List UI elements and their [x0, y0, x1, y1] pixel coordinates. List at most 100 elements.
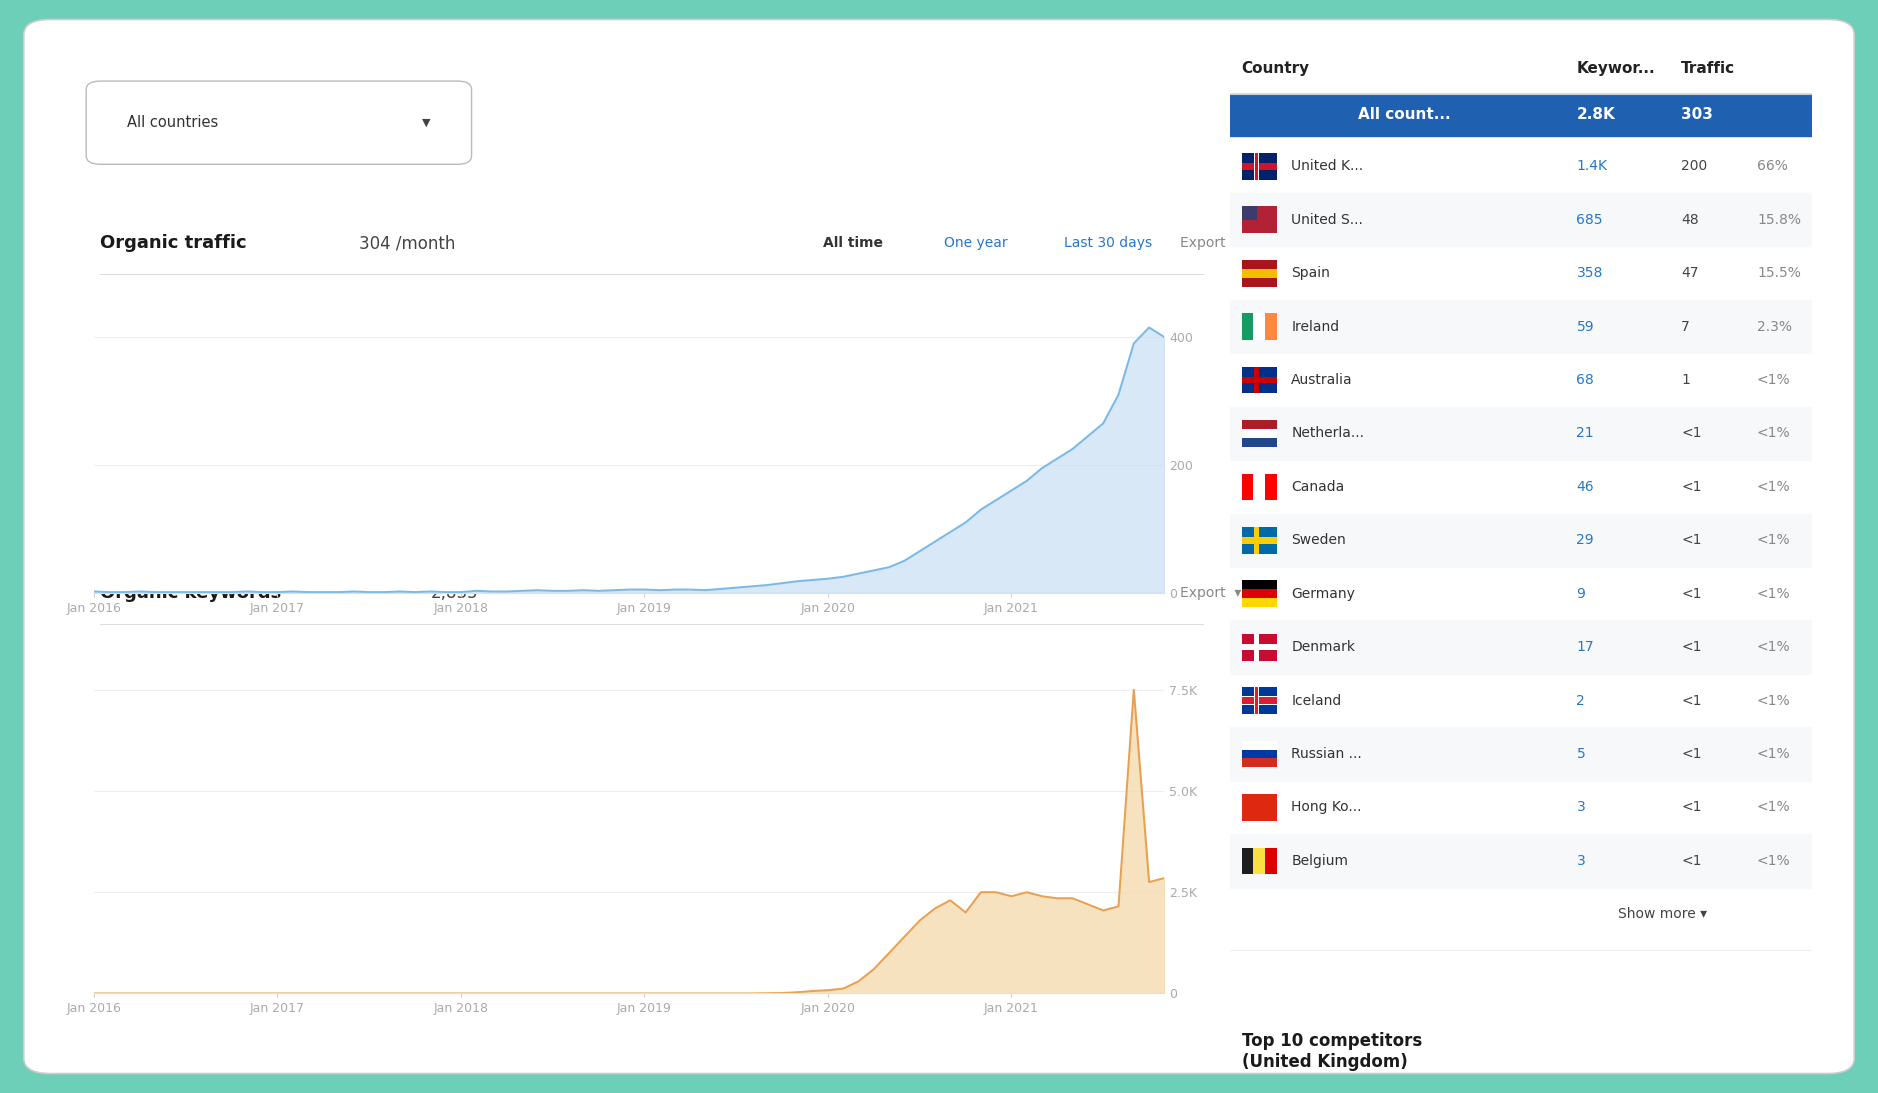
Text: Traffic: Traffic [1681, 61, 1735, 77]
Bar [1241, 366, 1277, 393]
Text: All count...: All count... [1358, 107, 1452, 122]
Text: <1%: <1% [1758, 640, 1790, 655]
Text: <1: <1 [1681, 480, 1701, 494]
Bar [1253, 847, 1266, 874]
Text: 59: 59 [1576, 319, 1594, 333]
Bar [1241, 759, 1277, 767]
Bar [1241, 153, 1277, 179]
Bar [1266, 473, 1277, 501]
FancyBboxPatch shape [86, 81, 471, 164]
Bar [1241, 207, 1258, 220]
Bar [1241, 697, 1277, 704]
Bar [1255, 687, 1258, 714]
Bar [1241, 430, 1277, 438]
Text: Organic traffic: Organic traffic [101, 234, 248, 252]
Text: Organic keywords: Organic keywords [101, 584, 282, 602]
Text: <1%: <1% [1758, 533, 1790, 548]
Bar [1241, 269, 1277, 278]
Bar [1241, 537, 1277, 543]
Text: <1: <1 [1681, 587, 1701, 601]
Text: Germany: Germany [1292, 587, 1356, 601]
Bar [1241, 750, 1277, 759]
Bar [1241, 314, 1277, 340]
Text: <1%: <1% [1758, 426, 1790, 440]
Text: One year: One year [945, 236, 1008, 250]
Text: 304 /month: 304 /month [359, 234, 456, 252]
Text: Australia: Australia [1292, 373, 1352, 387]
Bar [1241, 847, 1277, 874]
Bar [1230, 94, 1812, 136]
Bar [1255, 153, 1258, 179]
Bar [1266, 314, 1277, 340]
Bar [1241, 314, 1277, 340]
Bar [1255, 366, 1258, 393]
Text: <1: <1 [1681, 800, 1701, 814]
Text: 15.5%: 15.5% [1758, 267, 1801, 280]
Text: 685: 685 [1576, 213, 1604, 226]
Bar [1230, 834, 1812, 888]
Bar [1241, 634, 1277, 660]
Bar [1241, 644, 1277, 650]
Bar [1241, 589, 1277, 598]
Text: 303: 303 [1681, 107, 1713, 122]
Text: ▼: ▼ [423, 118, 430, 128]
Text: United K...: United K... [1292, 160, 1363, 174]
Bar [1241, 598, 1277, 607]
Bar [1230, 621, 1812, 674]
Text: <1%: <1% [1758, 800, 1790, 814]
Text: 5: 5 [1576, 747, 1585, 761]
Bar [1241, 741, 1277, 767]
Bar [1241, 687, 1277, 714]
Text: <1%: <1% [1758, 373, 1790, 387]
Bar [1230, 514, 1812, 567]
Bar [1241, 260, 1277, 286]
Text: Canada: Canada [1292, 480, 1345, 494]
Bar [1241, 847, 1277, 874]
Bar [1241, 527, 1277, 554]
Bar [1241, 473, 1277, 501]
Bar [1241, 795, 1277, 821]
Text: 2: 2 [1576, 694, 1585, 707]
Text: Ireland: Ireland [1292, 319, 1339, 333]
Bar [1241, 580, 1277, 607]
Bar [1241, 207, 1277, 233]
Bar [1241, 420, 1277, 447]
Text: Spain: Spain [1292, 267, 1330, 280]
Bar [1241, 687, 1277, 714]
Text: 66%: 66% [1758, 160, 1788, 174]
Bar [1241, 527, 1277, 554]
Text: Hong Ko...: Hong Ko... [1292, 800, 1362, 814]
Text: Belgium: Belgium [1292, 854, 1348, 868]
Text: 7: 7 [1681, 319, 1690, 333]
Text: 1.4K: 1.4K [1576, 160, 1608, 174]
Text: 1: 1 [1681, 373, 1690, 387]
Bar [1253, 314, 1266, 340]
Text: Top 10 competitors
(United Kingdom): Top 10 competitors (United Kingdom) [1241, 1033, 1422, 1071]
Text: 2.8K: 2.8K [1576, 107, 1615, 122]
Bar [1241, 741, 1277, 767]
Text: Country: Country [1241, 61, 1309, 77]
Text: 3: 3 [1576, 800, 1585, 814]
Bar [1241, 163, 1277, 169]
Text: <1: <1 [1681, 426, 1701, 440]
Bar [1241, 260, 1277, 286]
Bar [1241, 473, 1253, 501]
Text: 48: 48 [1681, 213, 1700, 226]
Text: All time: All time [823, 236, 883, 250]
Bar [1241, 153, 1277, 179]
Text: All countries: All countries [128, 115, 218, 130]
Bar [1241, 366, 1277, 393]
Text: <1%: <1% [1758, 587, 1790, 601]
Text: <1%: <1% [1758, 747, 1790, 761]
Text: 29: 29 [1576, 533, 1594, 548]
Bar [1241, 696, 1277, 705]
Text: Export  ▾: Export ▾ [1179, 236, 1241, 250]
Text: 68: 68 [1576, 373, 1594, 387]
Bar [1266, 847, 1277, 874]
Text: Keywor...: Keywor... [1576, 61, 1655, 77]
Bar [1241, 420, 1277, 447]
Text: Sweden: Sweden [1292, 533, 1347, 548]
Bar [1241, 377, 1277, 384]
Bar [1241, 634, 1277, 660]
Bar [1241, 580, 1277, 607]
